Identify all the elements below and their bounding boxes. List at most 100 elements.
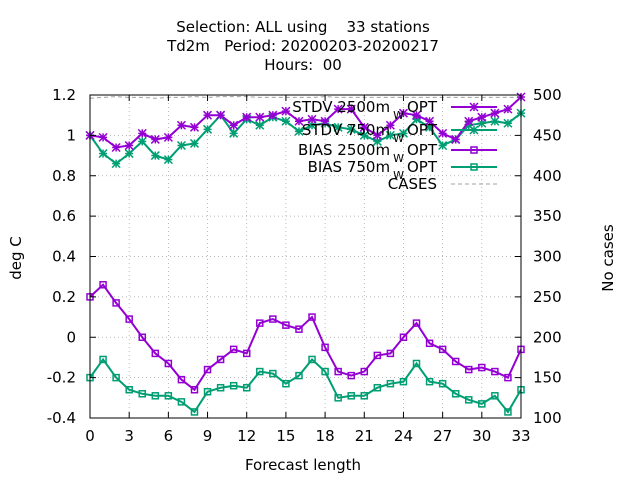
data-point [451, 134, 461, 144]
data-point [229, 381, 238, 390]
data-point [451, 357, 460, 366]
legend-entry-stdv-2500m-w-opt: STDV 2500m W OPT [292, 98, 497, 122]
data-point [151, 392, 160, 400]
data-point [425, 116, 435, 126]
data-point [398, 128, 408, 138]
series-line-stdv-750m-w-opt [89, 112, 522, 165]
data-point [465, 396, 473, 404]
data-point [255, 112, 265, 122]
data-point [256, 367, 264, 376]
data-point [438, 379, 447, 388]
data-point [295, 325, 303, 333]
legend-entry-stdv-750m-w-opt: STDV 750m W OPT [302, 121, 497, 145]
data-point [189, 138, 200, 148]
y-tick-label: 0 [66, 328, 76, 346]
legend-sample-marker [469, 125, 479, 135]
series-cases [89, 96, 521, 99]
data-point [229, 120, 239, 130]
data-point [281, 106, 291, 116]
legend-label: STDV 2500m W OPT [292, 98, 438, 122]
data-point [255, 120, 265, 130]
data-point [425, 339, 434, 348]
x-tick-label: 18 [316, 427, 335, 445]
data-point [176, 120, 186, 130]
data-point [203, 124, 213, 134]
data-point [333, 122, 343, 132]
data-point [490, 116, 500, 126]
data-point [112, 373, 120, 382]
data-point [360, 367, 369, 376]
data-point [411, 110, 422, 120]
y-axis-label: deg C [7, 236, 25, 280]
data-point [398, 108, 408, 118]
title-line-1: Selection: ALL using 33 stations [176, 18, 430, 36]
legend-sample-marker [470, 163, 478, 171]
data-point [268, 110, 278, 120]
data-point [491, 392, 499, 400]
data-point [125, 315, 133, 323]
data-point [360, 392, 369, 400]
data-point [281, 116, 291, 126]
data-point [359, 130, 369, 140]
data-point [150, 134, 160, 144]
data-point [438, 128, 448, 138]
data-point [308, 313, 316, 321]
y-tick-label: 0.4 [52, 248, 76, 266]
series-line-cases [89, 96, 521, 99]
x-tick-label: 12 [237, 427, 256, 445]
series-bias-750m-w-opt [86, 355, 525, 416]
data-point [294, 126, 304, 136]
data-point [282, 379, 290, 388]
data-point [242, 112, 252, 122]
series-line-bias-750m-w-opt [89, 357, 522, 414]
data-point [137, 136, 147, 146]
data-point [294, 116, 304, 126]
x-tick-label: 3 [124, 427, 134, 445]
y2-axis-label: No cases [599, 224, 617, 292]
x-tick-label: 9 [203, 427, 213, 445]
y2-tick-label: 250 [533, 288, 562, 306]
y-tick-label: 1.2 [52, 86, 76, 104]
data-point [321, 367, 329, 376]
data-point [124, 149, 134, 159]
data-point [412, 359, 421, 368]
y2-tick-label: 100 [533, 409, 562, 427]
y2-tick-label: 450 [533, 126, 562, 144]
y-tick-label: 1 [66, 126, 76, 144]
y-tick-label: 0.8 [52, 167, 76, 185]
y-tick-label: -0.2 [47, 369, 76, 387]
x-tick-label: 30 [472, 427, 491, 445]
legend-entry-bias-2500m-w-opt: BIAS 2500m W OPT [298, 141, 497, 165]
data-point [138, 390, 146, 398]
data-point [347, 371, 355, 380]
data-point [333, 104, 343, 114]
data-point [451, 390, 460, 398]
data-point [464, 116, 474, 126]
data-point [334, 394, 342, 402]
y2-tick-label: 350 [533, 207, 562, 225]
legend-label: STDV 750m W OPT [302, 121, 438, 145]
data-point [320, 116, 330, 126]
data-point [164, 359, 173, 368]
data-point [308, 355, 316, 364]
y-tick-label: 0.6 [52, 207, 76, 225]
data-point [282, 321, 290, 329]
data-point [256, 319, 264, 327]
title-line-3: Hours: 00 [264, 56, 342, 74]
data-point [99, 355, 107, 364]
x-tick-label: 15 [276, 427, 295, 445]
data-point [229, 345, 238, 354]
series-line-bias-2500m-w-opt [89, 283, 522, 392]
data-point [438, 140, 448, 150]
title-line-2: Td2m Period: 20200203-20200217 [166, 37, 439, 55]
data-point [124, 140, 134, 150]
data-point [373, 351, 382, 360]
data-point [346, 124, 356, 134]
data-point [190, 408, 199, 416]
series-layer [85, 92, 526, 416]
data-point [504, 408, 512, 416]
data-point [203, 365, 212, 374]
data-point [177, 398, 186, 406]
